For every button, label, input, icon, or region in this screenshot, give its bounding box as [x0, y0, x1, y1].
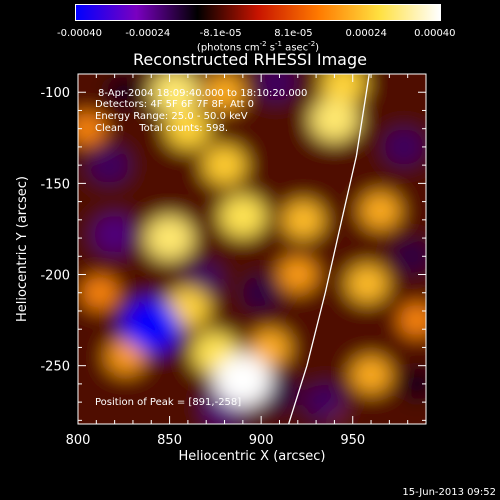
emission-blob [399, 304, 426, 337]
emission-blob [145, 216, 194, 261]
annotation-time-range: 8-Apr-2004 18:09:40.000 to 18:10:20.000 [98, 88, 308, 99]
emission-blob [82, 276, 118, 309]
annotation-energy-range: Energy Range: 25.0 - 50.0 keV [95, 111, 248, 122]
emission-blob [310, 97, 359, 142]
emission-blob [219, 194, 267, 238]
emission-blob [78, 112, 105, 145]
colorbar-units: (photons cm-2 s-1 asec-2) [196, 40, 320, 54]
colorbar-gradient [76, 5, 440, 20]
emission-blob [278, 257, 317, 292]
emission-blob [202, 145, 247, 185]
negative-blob [242, 275, 281, 310]
emission-blob [282, 201, 324, 239]
chart-title: Reconstructed RHESSI Image [133, 50, 367, 69]
negative-blob [256, 74, 296, 102]
negative-blob [305, 384, 346, 421]
emission-blob [321, 74, 366, 104]
colorbar-tick-label: -0.00024 [125, 28, 171, 39]
colorbar-tick-label: 0.00024 [345, 28, 387, 39]
negative-blob [89, 147, 129, 184]
colorbar-tick-label: 0.00040 [414, 28, 456, 39]
annotation-peak-position: Position of Peak = [891,-258] [95, 397, 242, 408]
emission-blob [346, 264, 389, 303]
y-tick-label: -150 [40, 177, 70, 192]
emission-blob [351, 356, 391, 393]
solar-limb-curve [288, 74, 370, 424]
colorbar-tick-label: -8.1e-05 [199, 28, 242, 39]
x-tick-label: 850 [157, 433, 182, 448]
emission-blob [106, 339, 145, 374]
emission-blob [250, 329, 291, 366]
emission-blob [360, 192, 401, 229]
negative-blob [93, 215, 136, 254]
x-axis-label: Heliocentric X (arcsec) [179, 449, 326, 464]
emission-blob [204, 74, 245, 111]
colorbar-tick-label: 8.1e-05 [274, 28, 313, 39]
negative-blob [122, 299, 180, 352]
colorbar [75, 4, 441, 21]
negative-blob [384, 128, 424, 165]
emission-blob [214, 354, 272, 407]
y-tick-label: -100 [40, 86, 70, 101]
negative-blob [106, 76, 142, 109]
negative-blob [392, 239, 426, 274]
y-tick-label: -200 [40, 269, 70, 284]
footer-date: 15-Jun-2013 09:52 [402, 487, 496, 498]
emission-blob [150, 74, 200, 115]
colorbar-tick-label: -0.00040 [57, 28, 102, 39]
negative-blob [399, 367, 426, 400]
annotation-detectors: Detectors: 4F 5F 6F 7F 8F, Att 0 [95, 99, 255, 110]
x-tick-label: 800 [66, 433, 91, 448]
x-tick-label: 900 [249, 433, 274, 448]
emission-blob [165, 108, 210, 149]
plot-frame [77, 73, 427, 425]
y-tick-label: -250 [40, 360, 70, 375]
annotation-clean-counts: Clean Total counts: 598. [95, 123, 229, 134]
x-tick-label: 950 [340, 433, 365, 448]
y-axis-label: Heliocentric Y (arcsec) [15, 176, 30, 322]
